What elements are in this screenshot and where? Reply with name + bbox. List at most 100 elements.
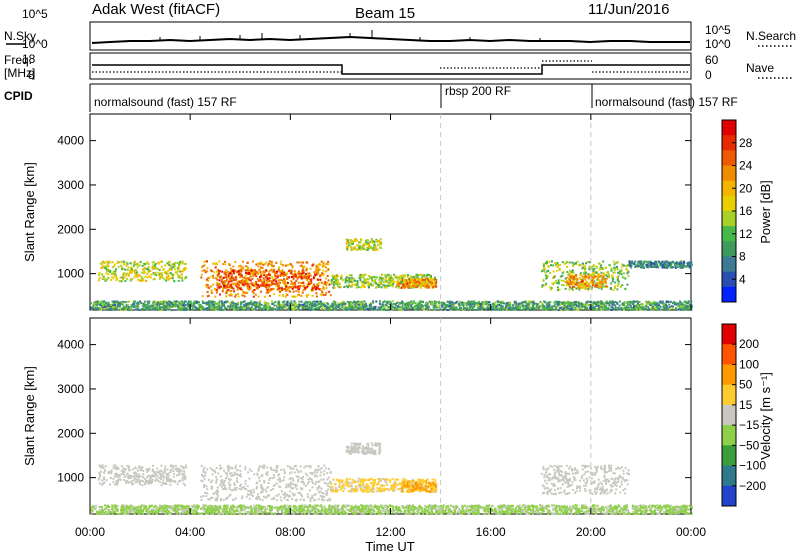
data-cell bbox=[407, 304, 409, 307]
data-cell bbox=[169, 483, 172, 486]
data-cell bbox=[609, 301, 612, 304]
data-cell bbox=[277, 279, 280, 282]
data-cell bbox=[145, 304, 148, 307]
data-cell bbox=[217, 306, 220, 309]
data-cell bbox=[498, 304, 500, 306]
data-cell bbox=[216, 268, 219, 271]
data-cell bbox=[251, 282, 254, 285]
data-cell bbox=[565, 307, 568, 310]
data-cell bbox=[409, 276, 412, 279]
data-cell bbox=[324, 305, 327, 308]
data-cell bbox=[238, 307, 241, 309]
data-cell bbox=[143, 304, 146, 307]
data-cell bbox=[546, 304, 549, 307]
data-cell bbox=[518, 303, 521, 306]
data-cell bbox=[592, 301, 595, 304]
data-cell bbox=[298, 286, 301, 289]
data-cell bbox=[299, 272, 301, 275]
data-cell bbox=[581, 275, 584, 278]
data-cell bbox=[301, 277, 303, 280]
data-cell bbox=[171, 265, 174, 268]
data-cell bbox=[475, 302, 478, 305]
data-cell bbox=[235, 278, 238, 281]
data-cell bbox=[382, 284, 385, 287]
data-cell bbox=[680, 263, 683, 266]
data-cell bbox=[353, 240, 356, 242]
data-cell bbox=[262, 263, 265, 266]
data-cell bbox=[607, 302, 610, 304]
data-cell bbox=[397, 284, 400, 287]
data-cell bbox=[218, 300, 221, 303]
data-cell bbox=[362, 246, 365, 249]
data-cell bbox=[415, 283, 418, 286]
data-cell bbox=[232, 278, 235, 281]
data-cell bbox=[357, 248, 360, 251]
data-cell bbox=[639, 264, 642, 266]
data-cell bbox=[155, 307, 158, 310]
data-cell bbox=[573, 278, 576, 280]
data-cell bbox=[412, 300, 415, 303]
data-cell bbox=[349, 304, 351, 307]
data-cell bbox=[151, 470, 154, 473]
data-cell bbox=[214, 266, 217, 269]
data-cell bbox=[221, 270, 224, 273]
data-cell bbox=[372, 247, 375, 250]
data-cell bbox=[523, 301, 526, 304]
data-cell bbox=[262, 277, 265, 280]
data-cell bbox=[167, 275, 170, 277]
data-cell bbox=[318, 268, 321, 271]
data-cell bbox=[104, 306, 107, 308]
data-cell bbox=[634, 305, 637, 308]
data-cell bbox=[410, 286, 413, 289]
data-cell bbox=[143, 266, 146, 269]
data-cell bbox=[401, 304, 404, 307]
data-cell bbox=[123, 471, 126, 474]
data-cell bbox=[568, 284, 571, 287]
data-cell bbox=[523, 307, 526, 310]
data-cell bbox=[207, 286, 210, 289]
data-cell bbox=[236, 306, 239, 309]
data-cell bbox=[148, 481, 151, 484]
data-cell bbox=[268, 279, 271, 282]
data-cell bbox=[300, 294, 303, 297]
data-cell bbox=[337, 304, 340, 306]
data-cell bbox=[427, 281, 430, 284]
data-cell bbox=[135, 472, 138, 475]
data-cell bbox=[170, 469, 172, 472]
data-cell bbox=[244, 303, 247, 306]
data-cell bbox=[310, 302, 313, 305]
data-cell bbox=[362, 285, 365, 288]
data-cell bbox=[314, 307, 317, 310]
data-cell bbox=[661, 266, 664, 269]
data-cell bbox=[147, 306, 150, 309]
data-cell bbox=[291, 265, 294, 267]
data-cell bbox=[112, 271, 115, 274]
data-cell bbox=[544, 271, 547, 274]
data-cell bbox=[207, 307, 209, 310]
data-cell bbox=[222, 281, 225, 284]
data-cell bbox=[282, 303, 285, 306]
data-cell bbox=[570, 307, 573, 310]
data-cell bbox=[452, 307, 455, 309]
data-cell bbox=[102, 466, 105, 469]
data-cell bbox=[204, 308, 206, 311]
data-cell bbox=[631, 261, 634, 264]
data-cell bbox=[177, 308, 180, 311]
data-cell bbox=[428, 300, 431, 303]
data-cell bbox=[341, 279, 344, 282]
data-cell bbox=[227, 282, 230, 285]
data-cell bbox=[137, 301, 140, 304]
data-cell bbox=[589, 280, 592, 283]
data-cell bbox=[122, 278, 125, 281]
data-cell bbox=[587, 275, 590, 277]
data-cell bbox=[230, 270, 233, 272]
data-cell bbox=[382, 305, 385, 308]
data-cell bbox=[222, 302, 225, 305]
data-cell bbox=[568, 288, 571, 291]
data-cell bbox=[321, 291, 324, 294]
data-cell bbox=[640, 303, 643, 306]
data-cell bbox=[248, 303, 251, 305]
data-cell bbox=[487, 301, 490, 304]
data-cell bbox=[541, 285, 544, 288]
